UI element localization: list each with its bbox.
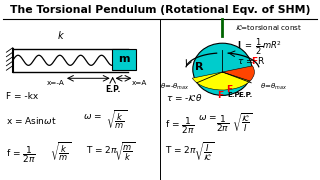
Text: f = $\dfrac{1}{2\pi}$: f = $\dfrac{1}{2\pi}$ xyxy=(165,115,195,136)
Text: T = 2$\pi$: T = 2$\pi$ xyxy=(86,144,118,155)
Text: F: F xyxy=(251,57,257,66)
Ellipse shape xyxy=(193,43,252,95)
Text: The Torsional Pendulum (Rotational Eqv. of SHM): The Torsional Pendulum (Rotational Eqv. … xyxy=(10,5,310,15)
Text: k: k xyxy=(58,31,64,41)
Text: $\mathbf{I}\ =\ \dfrac{1}{2}mR^2$: $\mathbf{I}\ =\ \dfrac{1}{2}mR^2$ xyxy=(237,36,282,57)
Wedge shape xyxy=(222,66,254,81)
Text: $\sqrt{\dfrac{k}{m}}$: $\sqrt{\dfrac{k}{m}}$ xyxy=(50,141,71,163)
Text: x = Asin$\omega$t: x = Asin$\omega$t xyxy=(6,115,57,126)
Text: F = -kx: F = -kx xyxy=(6,92,39,101)
Text: m: m xyxy=(118,54,130,64)
Text: x=A: x=A xyxy=(132,80,147,86)
FancyBboxPatch shape xyxy=(112,49,136,70)
Text: E.P.: E.P. xyxy=(238,92,253,98)
Text: $\theta$=$\theta_{max}$: $\theta$=$\theta_{max}$ xyxy=(260,82,287,92)
Text: R: R xyxy=(195,62,203,73)
Text: $\mathcal{K}$=torsional const: $\mathcal{K}$=torsional const xyxy=(235,23,302,32)
Text: T = 2$\pi$: T = 2$\pi$ xyxy=(165,144,197,155)
Text: $\omega$ =: $\omega$ = xyxy=(198,113,217,122)
Text: $\tau$ = -$\mathcal{K}$$\theta$: $\tau$ = -$\mathcal{K}$$\theta$ xyxy=(166,92,203,103)
Text: $\omega$ =: $\omega$ = xyxy=(83,112,102,121)
Text: $\theta$=-$\theta_{max}$: $\theta$=-$\theta_{max}$ xyxy=(160,82,189,92)
Text: $\sqrt{\dfrac{I}{\mathcal{K}}}$: $\sqrt{\dfrac{I}{\mathcal{K}}}$ xyxy=(194,141,214,163)
Text: F: F xyxy=(226,86,232,94)
Text: E.P.: E.P. xyxy=(227,92,241,98)
Text: $\tau$ =: $\tau$ = xyxy=(237,57,255,66)
Text: E.P.: E.P. xyxy=(105,86,120,94)
Text: R: R xyxy=(258,57,264,66)
Text: $\sqrt{\dfrac{k}{m}}$: $\sqrt{\dfrac{k}{m}}$ xyxy=(106,109,127,131)
Text: $\sqrt{\dfrac{\mathcal{K}}{I}}$: $\sqrt{\dfrac{\mathcal{K}}{I}}$ xyxy=(232,112,252,134)
Text: $\sqrt{\dfrac{m}{k}}$: $\sqrt{\dfrac{m}{k}}$ xyxy=(114,141,135,163)
Wedge shape xyxy=(192,72,250,90)
Text: f = $\dfrac{1}{2\pi}$: f = $\dfrac{1}{2\pi}$ xyxy=(6,144,36,165)
Text: x=-A: x=-A xyxy=(47,80,65,86)
Text: F: F xyxy=(218,91,224,100)
Text: $\dfrac{1}{2\pi}$: $\dfrac{1}{2\pi}$ xyxy=(216,113,229,134)
